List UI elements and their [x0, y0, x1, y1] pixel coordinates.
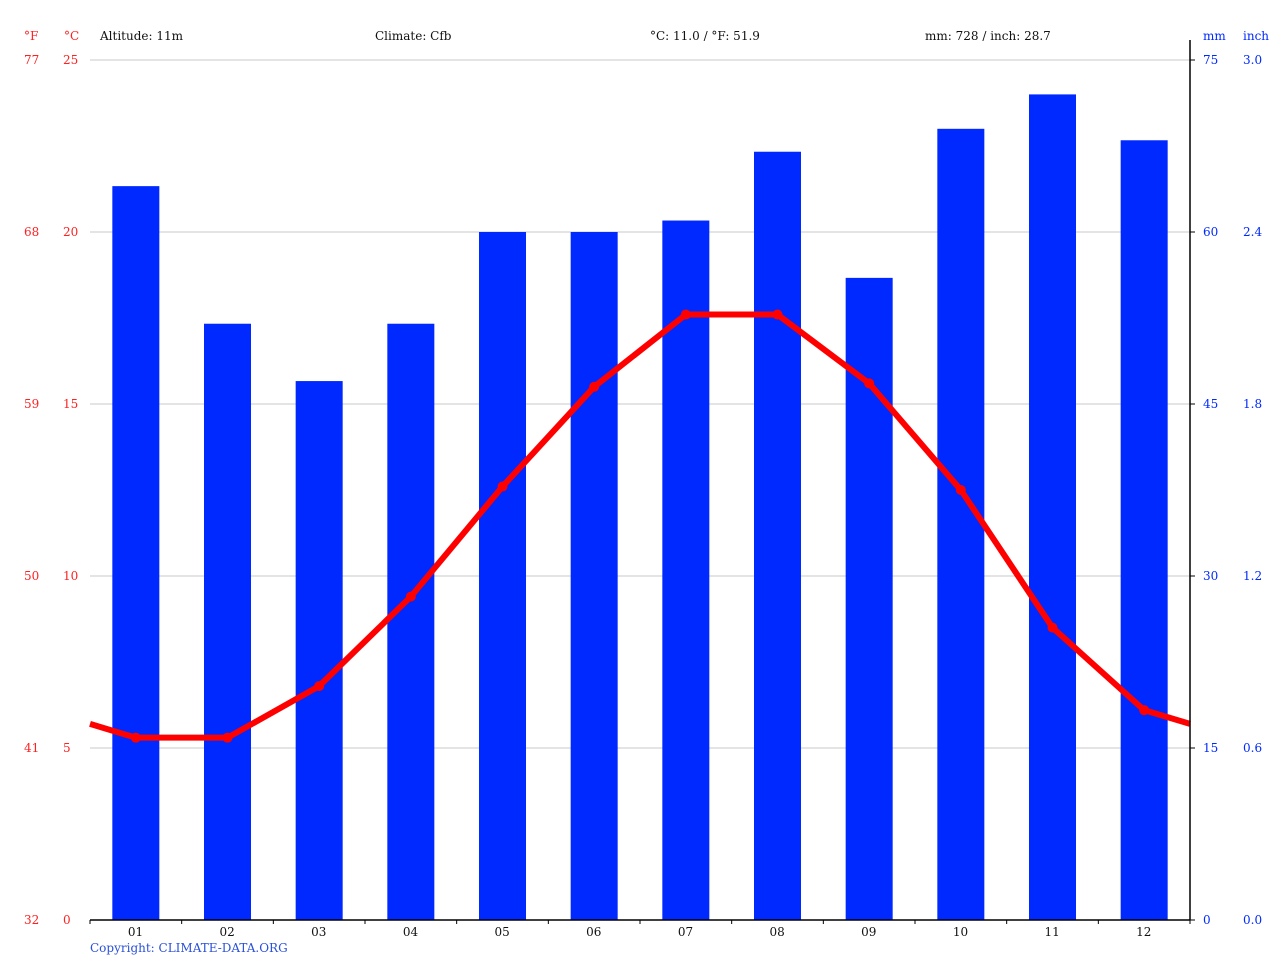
temperature-point — [680, 309, 691, 320]
inch-tick: 1.8 — [1243, 397, 1263, 411]
precipitation-bar — [754, 151, 801, 920]
average-temperature-label: °C: 11.0 / °F: 51.9 — [650, 29, 760, 43]
inch-tick: 0.6 — [1243, 741, 1263, 755]
precipitation-bar — [662, 220, 710, 921]
x-axis-label: 03 — [311, 925, 327, 939]
c-tick: 20 — [63, 225, 79, 239]
x-axis-label: 02 — [219, 925, 235, 939]
temperature-point — [314, 681, 325, 692]
axis-lines — [89, 40, 1195, 924]
f-tick: 32 — [24, 913, 40, 927]
f-tick: 41 — [24, 741, 40, 755]
c-tick: 5 — [63, 741, 71, 755]
temperature-point — [955, 485, 966, 495]
mm-tick: 45 — [1203, 397, 1219, 411]
f-tick: 77 — [24, 53, 40, 67]
precipitation-bar — [1029, 94, 1076, 920]
climate-label: Climate: Cfb — [375, 29, 452, 43]
precipitation-bar — [570, 232, 618, 920]
total-precipitation-label: mm: 728 / inch: 28.7 — [925, 29, 1051, 43]
x-axis-label: 06 — [586, 925, 602, 939]
precipitation-bar — [295, 381, 343, 921]
temperature-point — [864, 378, 875, 389]
precipitation-bar — [112, 186, 160, 921]
mm-tick: 0 — [1203, 913, 1211, 927]
f-tick: 59 — [24, 397, 40, 411]
inch-tick: 3.0 — [1243, 53, 1263, 67]
copyright-link[interactable]: Copyright: CLIMATE-DATA.ORG — [90, 941, 288, 955]
temperature-point — [1139, 705, 1150, 716]
precipitation-bar — [387, 323, 435, 920]
precipitation-bars — [112, 94, 1168, 921]
f-tick: 50 — [24, 569, 40, 583]
x-axis-label: 12 — [1136, 925, 1152, 939]
gridlines — [90, 59, 1190, 749]
temperature-point — [497, 481, 508, 492]
x-axis-label: 01 — [127, 925, 144, 939]
precipitation-bar — [1120, 140, 1168, 920]
x-axis-label: 09 — [861, 925, 877, 939]
mm-tick: 75 — [1203, 53, 1219, 67]
inch-unit-label: inch — [1243, 29, 1270, 43]
altitude-label: Altitude: 11m — [100, 29, 184, 43]
x-axis-label: 11 — [1044, 925, 1060, 939]
mm-tick: 60 — [1203, 225, 1219, 239]
temperature-point — [772, 309, 783, 320]
c-tick: 0 — [63, 913, 71, 927]
precipitation-bar — [204, 323, 251, 920]
c-tick: 25 — [63, 53, 79, 67]
temperature-point — [589, 381, 600, 392]
c-tick: 15 — [63, 397, 79, 411]
x-axis-label: 08 — [769, 925, 785, 939]
x-axis-label: 05 — [494, 925, 510, 939]
f-tick: 68 — [24, 225, 40, 239]
temperature-point — [1047, 622, 1058, 633]
precipitation-bar — [479, 232, 526, 920]
temperature-point — [222, 732, 233, 743]
temperature-point — [130, 732, 141, 743]
inch-tick: 0.0 — [1243, 913, 1263, 927]
fahrenheit-unit-label: °F — [24, 29, 39, 43]
mm-tick: 30 — [1203, 569, 1219, 583]
c-tick: 10 — [63, 569, 79, 583]
mm-unit-label: mm — [1203, 29, 1226, 43]
inch-tick: 2.4 — [1243, 225, 1263, 239]
precipitation-bar — [937, 128, 985, 921]
temperature-point — [405, 591, 416, 602]
x-axis-label: 04 — [402, 925, 419, 939]
celsius-unit-label: °C — [64, 29, 80, 43]
inch-tick: 1.2 — [1243, 569, 1263, 583]
mm-tick: 15 — [1203, 741, 1219, 755]
temperature-line — [89, 309, 1191, 743]
x-axis-label: 10 — [952, 925, 969, 939]
x-axis-label: 07 — [677, 925, 694, 939]
